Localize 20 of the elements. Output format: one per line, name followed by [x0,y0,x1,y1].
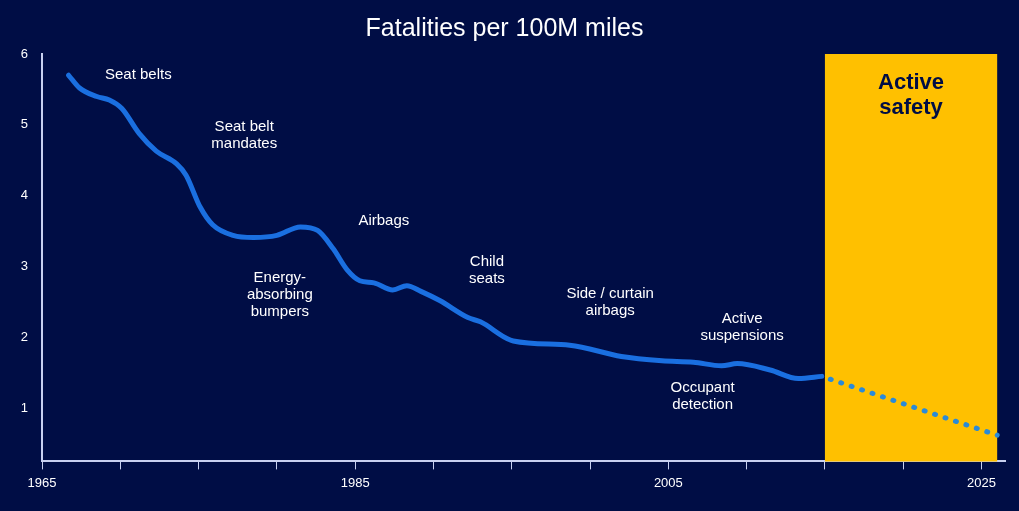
y-tick-label: 4 [20,187,28,203]
annotation: Seat belts [104,64,172,82]
y-tick-label: 2 [20,328,28,344]
y-tick-label: 6 [20,45,28,61]
x-tick-label: 1965 [27,474,57,490]
annotation: Child seats [468,251,505,286]
x-tick-label: 1985 [340,474,370,490]
chart-title: Fatalities per 100M miles [365,12,644,41]
annotation: Seat belt mandates [211,117,278,152]
annotation: Side / curtain airbags [566,284,654,319]
annotation: Occupant detection [670,377,736,412]
y-tick-label: 1 [20,399,28,415]
y-tick-label: 3 [20,258,28,274]
band-label: Active safety [878,69,945,120]
annotation: Energy- absorbing bumpers [246,267,313,319]
annotation: Active suspensions [700,308,784,343]
y-tick-label: 5 [20,116,28,132]
x-tick-label: 2005 [653,474,683,490]
annotation: Airbags [358,211,410,229]
x-tick-label: 2025 [967,474,996,490]
